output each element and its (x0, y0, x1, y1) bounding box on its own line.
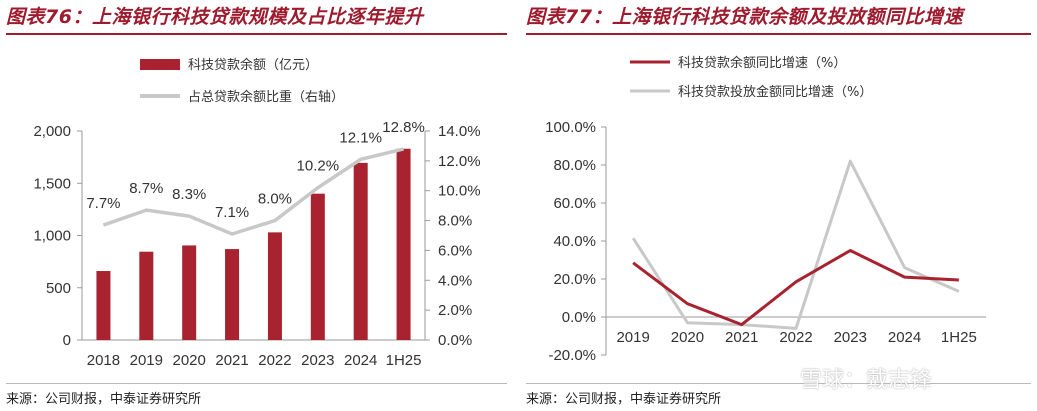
left-source-note: 来源：公司财报，中泰证券研究所 (6, 392, 202, 407)
left-tick-label: 0 (63, 332, 71, 349)
left-tick-label: 500 (46, 280, 71, 297)
x-tick-label: 2022 (779, 329, 812, 346)
x-tick-label: 2023 (834, 329, 867, 346)
share-data-label: 12.8% (382, 119, 425, 136)
y-tick-label: -20.0% (548, 347, 596, 364)
left-panel: 图表76：上海银行科技贷款规模及占比逐年提升 科技贷款余额（亿元） 占总贷款余额比… (0, 0, 513, 411)
x-tick-label: 2019 (616, 329, 649, 346)
x-tick-label: 2021 (215, 352, 248, 369)
right-tick-label: 4.0% (438, 272, 472, 289)
legend-line-label: 占总贷款余额比重（右轴） (188, 89, 344, 105)
share-data-label: 7.1% (215, 204, 249, 221)
left-chart: 科技贷款余额（亿元） 占总贷款余额比重（右轴） 0 500 1,000 1,500 2,00… (33, 57, 481, 369)
x-tick-label: 1H25 (386, 352, 422, 369)
right-tick-label: 6.0% (438, 242, 472, 259)
left-bottom-rule (6, 383, 507, 384)
x-tick-label: 2018 (87, 352, 120, 369)
x-tick-label: 2024 (888, 329, 921, 346)
right-tick-label: 14.0% (438, 123, 481, 140)
x-tick-label: 2023 (301, 352, 334, 369)
x-tick-label: 2024 (344, 352, 377, 369)
right-source-note: 来源：公司财报，中泰证券研究所 (526, 392, 722, 407)
bar-2022 (267, 232, 282, 340)
right-tick-label: 10.0% (438, 183, 481, 200)
right-tick-label: 8.0% (438, 213, 472, 230)
legend-bar-label: 科技贷款余额（亿元） (188, 57, 318, 73)
x-tick-label: 2022 (258, 352, 291, 369)
legend-balance-label: 科技贷款余额同比增速（%） (678, 55, 846, 71)
y-tick-label: 40.0% (553, 233, 596, 250)
right-tick-label: 12.0% (438, 153, 481, 170)
share-data-label: 8.3% (172, 186, 206, 203)
bar-1H25 (396, 148, 411, 340)
share-line (102, 147, 404, 236)
bar-2024 (353, 162, 368, 340)
bar-2019 (139, 251, 154, 340)
y-tick-label: 60.0% (553, 195, 596, 212)
y-tick-label: 0.0% (562, 309, 596, 326)
right-tick-label: 0.0% (438, 332, 472, 349)
x-tick-label: 2020 (173, 352, 206, 369)
right-tick-label: 2.0% (438, 302, 472, 319)
bar-2021 (225, 249, 240, 340)
right-chart-title: 图表77：上海银行科技贷款余额及投放额同比增速 (526, 6, 963, 28)
share-data-label: 12.1% (339, 129, 382, 146)
legend-bar-swatch (140, 59, 180, 70)
y-tick-label: 80.0% (553, 157, 596, 174)
bar-2018 (96, 271, 111, 340)
share-data-label: 10.2% (297, 158, 340, 175)
left-tick-label: 1,500 (33, 175, 71, 192)
x-tick-label: 2021 (725, 329, 758, 346)
y-tick-label: 20.0% (553, 271, 596, 288)
right-bottom-rule (526, 383, 1031, 384)
x-tick-label: 2019 (130, 352, 163, 369)
watermark: 雪球：戴志锋 (800, 368, 933, 393)
y-tick-label: 100.0% (545, 119, 596, 136)
right-title-rule (526, 33, 1031, 35)
share-data-label: 8.0% (258, 191, 292, 208)
share-data-label: 7.7% (86, 195, 120, 212)
share-data-label: 8.7% (129, 180, 163, 197)
issuance-growth-line (631, 159, 960, 330)
right-panel: 图表77：上海银行科技贷款余额及投放额同比增速 科技贷款余额同比增速（%） 科技贷… (520, 0, 1037, 411)
left-chart-title: 图表76：上海银行科技贷款规模及占比逐年提升 (6, 6, 424, 28)
left-title-rule (6, 33, 507, 35)
left-tick-label: 1,000 (33, 228, 71, 245)
bar-2023 (310, 193, 325, 340)
legend-issuance-label: 科技贷款投放金额同比增速（%） (678, 84, 872, 100)
right-chart: 科技贷款余额同比增速（%） 科技贷款投放金额同比增速（%） -20.0% 0.0% 20… (545, 55, 986, 364)
x-tick-label: 2020 (671, 329, 704, 346)
x-tick-label: 1H25 (941, 329, 977, 346)
left-tick-label: 2,000 (33, 123, 71, 140)
bar-2020 (182, 245, 197, 340)
